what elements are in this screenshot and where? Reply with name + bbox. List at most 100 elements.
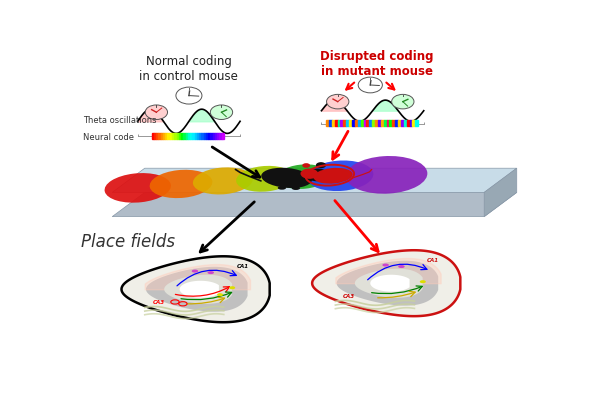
- Bar: [165, 133, 167, 140]
- Bar: [381, 120, 383, 126]
- Text: Neural code: Neural code: [83, 133, 134, 142]
- Ellipse shape: [382, 264, 389, 266]
- Circle shape: [145, 105, 167, 119]
- Bar: [158, 133, 161, 140]
- Bar: [206, 133, 208, 140]
- Bar: [219, 133, 221, 140]
- Bar: [172, 133, 174, 140]
- Bar: [183, 133, 185, 140]
- Ellipse shape: [305, 169, 328, 181]
- Text: Normal coding
in control mouse: Normal coding in control mouse: [139, 55, 238, 83]
- Ellipse shape: [398, 265, 404, 268]
- Bar: [212, 133, 215, 140]
- Text: Disrupted coding
in mutant mouse: Disrupted coding in mutant mouse: [320, 50, 434, 78]
- Text: CA1: CA1: [236, 264, 248, 269]
- Bar: [372, 120, 375, 126]
- Text: CA3: CA3: [343, 294, 355, 299]
- Bar: [395, 120, 398, 126]
- Bar: [378, 120, 381, 126]
- Bar: [185, 133, 188, 140]
- Ellipse shape: [346, 156, 427, 194]
- Ellipse shape: [192, 270, 198, 273]
- Bar: [332, 120, 335, 126]
- Bar: [415, 120, 418, 126]
- Ellipse shape: [302, 163, 310, 168]
- Circle shape: [176, 87, 202, 104]
- Text: CA3: CA3: [152, 300, 165, 305]
- Ellipse shape: [316, 162, 326, 168]
- Bar: [170, 133, 172, 140]
- Ellipse shape: [307, 160, 373, 191]
- Text: Theta oscillations: Theta oscillations: [83, 116, 157, 125]
- Polygon shape: [164, 275, 232, 304]
- Bar: [188, 133, 190, 140]
- Bar: [197, 133, 199, 140]
- Bar: [364, 120, 367, 126]
- Bar: [392, 120, 395, 126]
- Ellipse shape: [261, 168, 312, 188]
- Bar: [386, 120, 389, 126]
- Text: CA1: CA1: [427, 258, 439, 263]
- Bar: [179, 133, 181, 140]
- Circle shape: [326, 94, 349, 109]
- Polygon shape: [112, 193, 517, 217]
- Bar: [154, 133, 156, 140]
- Bar: [176, 133, 179, 140]
- Bar: [398, 120, 401, 126]
- Polygon shape: [355, 269, 422, 298]
- Bar: [343, 120, 346, 126]
- Bar: [355, 120, 358, 126]
- Bar: [215, 133, 217, 140]
- Bar: [192, 133, 194, 140]
- Bar: [407, 120, 410, 126]
- Polygon shape: [484, 168, 517, 217]
- Bar: [358, 120, 361, 126]
- Ellipse shape: [208, 271, 214, 274]
- Bar: [375, 120, 378, 126]
- Bar: [221, 133, 224, 140]
- Bar: [346, 120, 349, 126]
- Bar: [161, 133, 163, 140]
- Polygon shape: [312, 250, 460, 316]
- Bar: [335, 120, 338, 126]
- Ellipse shape: [278, 186, 286, 190]
- Bar: [152, 133, 154, 140]
- Text: Place fields: Place fields: [80, 233, 175, 251]
- Ellipse shape: [104, 173, 171, 203]
- Bar: [174, 133, 176, 140]
- Bar: [194, 133, 197, 140]
- Polygon shape: [146, 267, 248, 312]
- Circle shape: [392, 94, 414, 109]
- Bar: [329, 120, 332, 126]
- Ellipse shape: [193, 167, 253, 195]
- Ellipse shape: [314, 168, 353, 184]
- Circle shape: [211, 105, 233, 119]
- Circle shape: [358, 77, 382, 93]
- Ellipse shape: [420, 280, 426, 283]
- Ellipse shape: [229, 286, 235, 289]
- Bar: [389, 120, 392, 126]
- Bar: [361, 120, 364, 126]
- Ellipse shape: [236, 166, 293, 192]
- Ellipse shape: [325, 173, 334, 179]
- Ellipse shape: [292, 186, 300, 190]
- Ellipse shape: [217, 293, 223, 296]
- Bar: [210, 133, 212, 140]
- Bar: [349, 120, 352, 126]
- Ellipse shape: [149, 170, 212, 198]
- Bar: [167, 133, 170, 140]
- Polygon shape: [370, 275, 410, 292]
- Bar: [412, 120, 415, 126]
- Bar: [217, 133, 219, 140]
- Polygon shape: [337, 261, 438, 306]
- Bar: [369, 120, 372, 126]
- Bar: [163, 133, 165, 140]
- Bar: [340, 120, 343, 126]
- Ellipse shape: [301, 169, 318, 179]
- Polygon shape: [112, 168, 517, 193]
- Bar: [201, 133, 203, 140]
- Bar: [199, 133, 201, 140]
- Bar: [367, 120, 369, 126]
- Bar: [404, 120, 407, 126]
- Ellipse shape: [276, 164, 329, 189]
